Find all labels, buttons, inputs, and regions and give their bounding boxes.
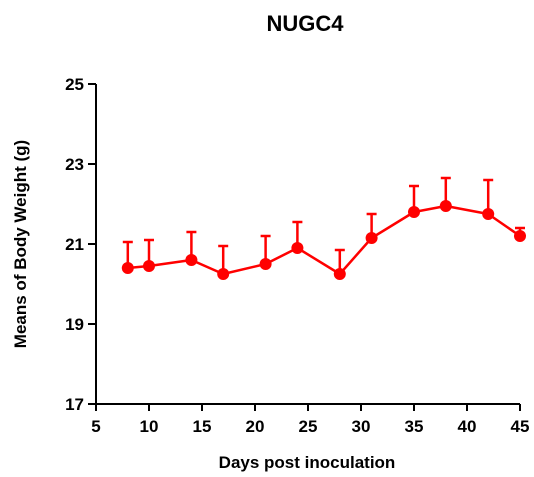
x-tick-label: 25: [299, 417, 318, 436]
x-tick-label: 35: [405, 417, 424, 436]
x-axis-label: Days post inoculation: [219, 453, 396, 472]
x-tick-label: 20: [246, 417, 265, 436]
data-point: [365, 232, 378, 244]
data-point: [439, 200, 452, 212]
data-point: [259, 258, 272, 270]
data-point: [143, 260, 155, 272]
y-tick-label: 19: [65, 315, 84, 334]
series-layer: [121, 176, 526, 280]
y-axis-label: Means of Body Weight (g): [11, 140, 30, 348]
x-tick-label: 30: [352, 417, 371, 436]
data-point: [185, 254, 198, 266]
x-tick-label: 5: [91, 417, 100, 436]
y-tick-label: 21: [65, 235, 84, 254]
y-tick-label: 17: [65, 395, 84, 414]
data-point: [408, 206, 420, 218]
y-tick-label: 25: [65, 75, 84, 94]
data-point: [514, 230, 526, 242]
x-tick-label: 15: [193, 417, 212, 436]
data-point: [217, 268, 230, 280]
chart-title: NUGC4: [266, 11, 344, 36]
series-line: [127, 204, 521, 276]
data-point: [291, 242, 304, 254]
x-tick-label: 10: [140, 417, 159, 436]
data-point: [121, 262, 134, 274]
y-ticks: 17 19 21 23 25: [65, 75, 96, 414]
x-tick-label: 40: [458, 417, 477, 436]
y-tick-label: 23: [65, 155, 84, 174]
x-tick-label: 45: [511, 417, 530, 436]
data-point: [333, 268, 346, 280]
x-ticks: 5 10 15 20 25 30 35 40 45: [91, 404, 529, 436]
data-point: [482, 208, 495, 220]
